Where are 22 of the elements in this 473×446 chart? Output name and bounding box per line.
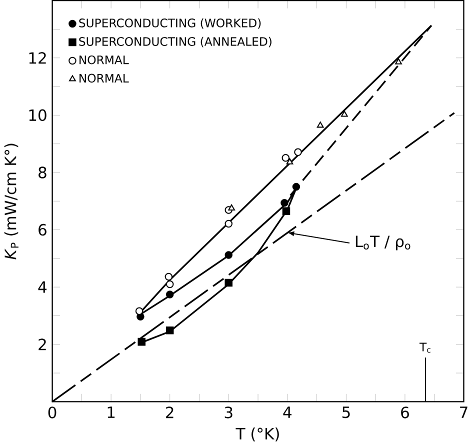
y-tick-label: 8 [38, 166, 46, 179]
x-tick-label: 3 [224, 406, 232, 418]
y-tick-label: 6 [38, 224, 46, 236]
x-tick-label: 6 [401, 406, 409, 418]
annotation: L$_{o}$T / ρ$_{o}$ [356, 236, 410, 250]
legend-label: NORMAL [80, 56, 129, 64]
y-axis-title: K$_{P}$ (mW/cm K°) [4, 144, 18, 260]
y-tick-label: 12 [29, 52, 46, 64]
y-tick-label: 4 [38, 282, 47, 293]
x-tick-label: 2 [166, 406, 174, 418]
x-tick-label: 4 [283, 406, 292, 418]
x-tick-label: 0 [48, 406, 56, 418]
legend-label: SUPERCONDUCTING (ANNEALED) [79, 37, 272, 48]
legend-label: SUPERCONDUCTING (WORKED) [79, 18, 261, 29]
legend-label: NORMAL [80, 74, 129, 83]
x-tick-label: 5 [342, 406, 350, 418]
y-tick-label: 10 [29, 109, 46, 122]
ref-line-label: T$_{c}$ [419, 342, 430, 353]
x-tick-label: 7 [460, 406, 468, 418]
x-tick-label: 1 [108, 406, 115, 418]
y-tick-label: 2 [38, 338, 46, 350]
x-axis-title: T (°K) [236, 428, 279, 442]
